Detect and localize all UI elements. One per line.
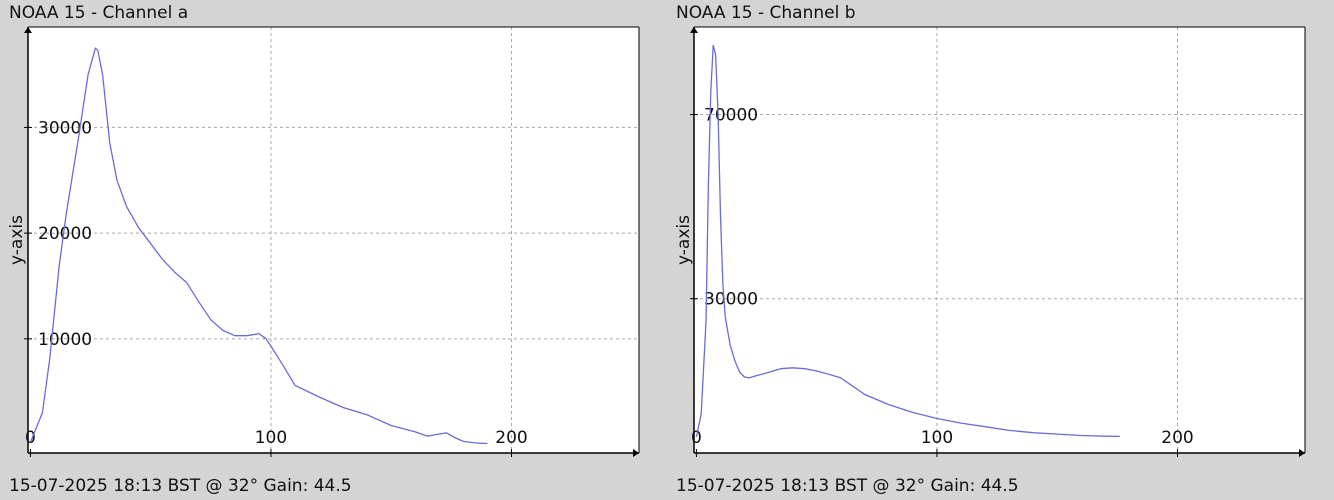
chart-footer-status: 15-07-2025 18:13 BST @ 32° Gain: 44.5 bbox=[676, 476, 1019, 496]
x-axis-arrow bbox=[1299, 449, 1305, 457]
x-tick-label: 0 bbox=[691, 428, 702, 448]
x-tick-label: 200 bbox=[1161, 428, 1193, 448]
chart-title: NOAA 15 - Channel a bbox=[9, 3, 189, 23]
y-tick-label: 30000 bbox=[704, 290, 758, 310]
x-tick-label: 100 bbox=[255, 428, 287, 448]
y-tick-label: 30000 bbox=[38, 118, 92, 138]
series-line bbox=[29, 47, 488, 445]
y-axis-label: y-axis bbox=[7, 215, 27, 265]
y-axis-arrow bbox=[690, 27, 698, 33]
x-axis-arrow bbox=[633, 449, 639, 457]
plot-area bbox=[28, 27, 639, 453]
x-tick-label: 0 bbox=[25, 428, 36, 448]
series-line bbox=[695, 44, 1120, 438]
y-axis-arrow bbox=[24, 27, 32, 33]
panel-channel-a: NOAA 15 - Channel a 0 100 200 10000 20000 300… bbox=[7, 3, 640, 496]
x-tick-label: 100 bbox=[921, 428, 953, 448]
y-axis-label: y-axis bbox=[674, 215, 694, 265]
x-tick-label: 200 bbox=[495, 428, 527, 448]
y-tick-label: 10000 bbox=[38, 330, 92, 350]
chart-title: NOAA 15 - Channel b bbox=[676, 3, 856, 23]
chart-plot: 0 100 200 30000 70000 y-axis bbox=[674, 26, 1306, 457]
chart-footer-status: 15-07-2025 18:13 BST @ 32° Gain: 44.5 bbox=[9, 476, 352, 496]
chart-plot: 0 100 200 10000 20000 30000 y-axis bbox=[7, 26, 640, 457]
y-tick-label: 70000 bbox=[704, 106, 758, 126]
y-tick-label: 20000 bbox=[38, 224, 92, 244]
panel-channel-b: NOAA 15 - Channel b 0 100 200 30000 70000 y-a… bbox=[667, 0, 1334, 500]
plot-area bbox=[694, 27, 1305, 453]
